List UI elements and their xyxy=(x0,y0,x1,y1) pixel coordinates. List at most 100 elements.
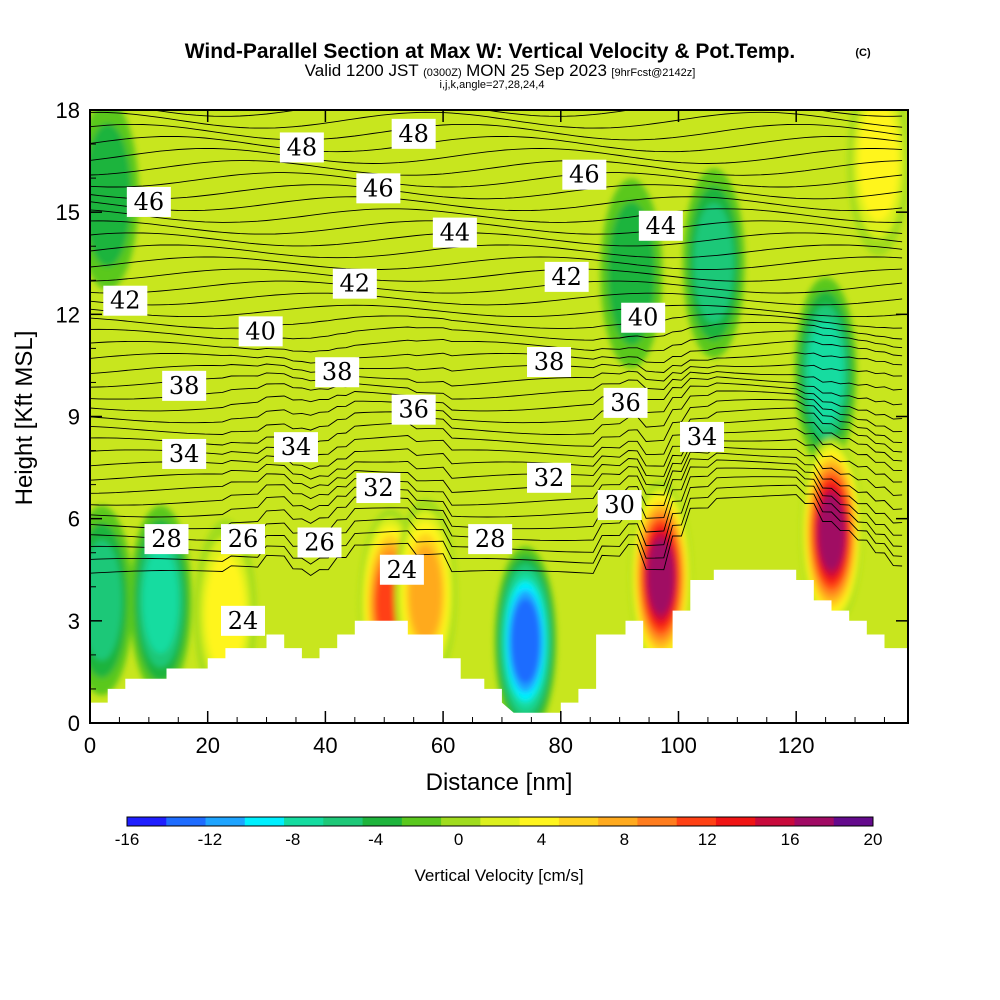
theta-contour-line xyxy=(90,428,903,481)
theta-contour-line xyxy=(90,390,903,435)
theta-contour-line xyxy=(90,446,903,506)
theta-contour-line xyxy=(90,172,903,188)
theta-contour-label: 24 xyxy=(221,605,266,636)
theta-contour-label: 32 xyxy=(527,462,572,493)
svg-text:34: 34 xyxy=(169,440,200,468)
theta-contour-line xyxy=(90,292,903,306)
svg-text:42: 42 xyxy=(340,270,371,298)
colorbar-tick-label: 8 xyxy=(620,830,629,849)
theta-contour-line xyxy=(90,244,903,259)
colorbar-tick-label: 16 xyxy=(781,830,800,849)
svg-text:32: 32 xyxy=(534,464,565,492)
theta-contour-label: 38 xyxy=(527,347,572,378)
colorbar-tick-label: -16 xyxy=(115,830,140,849)
theta-contour-line xyxy=(90,371,903,400)
svg-text:30: 30 xyxy=(604,491,635,519)
theta-contour-label: 32 xyxy=(356,473,401,504)
x-tick-label: 40 xyxy=(313,733,337,758)
svg-text:26: 26 xyxy=(228,525,259,553)
theta-contour-line xyxy=(90,439,903,494)
theta-contour-line xyxy=(90,363,903,388)
theta-contour-line xyxy=(90,268,903,282)
colorbar-tick-label: -8 xyxy=(285,830,300,849)
theta-contour-line xyxy=(90,417,903,470)
svg-text:40: 40 xyxy=(628,304,659,332)
theta-contour-label: 48 xyxy=(391,118,436,149)
theta-contour-label: 42 xyxy=(332,268,377,299)
colorbar: -16 -12 -8 -4 0 4 8 12 16 20 xyxy=(115,816,883,849)
svg-text:36: 36 xyxy=(398,396,429,424)
x-tick-label: 60 xyxy=(431,733,455,758)
colorbar-swatch xyxy=(166,817,207,826)
theta-contour-line xyxy=(90,220,903,235)
svg-text:46: 46 xyxy=(363,174,394,202)
svg-text:28: 28 xyxy=(151,525,182,553)
theta-contour-label: 26 xyxy=(221,524,266,555)
chart-subtitle: Valid 1200 JST (0300Z) MON 25 Sep 2023 [… xyxy=(305,61,696,80)
svg-text:46: 46 xyxy=(134,188,165,216)
y-tick-label: 6 xyxy=(68,507,80,532)
colorbar-swatch xyxy=(598,817,638,826)
theta-contour-line xyxy=(90,313,903,329)
velocity-feature xyxy=(794,277,857,468)
theta-contour-line xyxy=(90,399,903,447)
theta-contour-label: 38 xyxy=(162,370,207,401)
colorbar-tick-label: 12 xyxy=(698,830,717,849)
theta-contour-label: 44 xyxy=(432,217,477,248)
svg-text:44: 44 xyxy=(646,212,677,240)
theta-contour-label: 38 xyxy=(315,357,360,388)
svg-text:34: 34 xyxy=(687,423,718,451)
svg-text:38: 38 xyxy=(169,372,200,400)
colorbar-swatch xyxy=(323,817,364,826)
svg-text:46: 46 xyxy=(569,161,600,189)
svg-text:32: 32 xyxy=(363,474,394,502)
theta-contour-label: 42 xyxy=(544,261,589,292)
x-tick-label: 0 xyxy=(84,733,96,758)
colorbar-swatch xyxy=(519,817,560,826)
theta-contour-label: 24 xyxy=(379,554,424,585)
x-tick-label: 120 xyxy=(778,733,815,758)
theta-contour-label: 42 xyxy=(103,285,148,316)
velocity-feature xyxy=(90,505,133,696)
colorbar-swatch xyxy=(676,817,717,826)
y-tick-label: 3 xyxy=(68,609,80,634)
theta-contour-line xyxy=(90,148,903,164)
svg-text:36: 36 xyxy=(610,389,641,417)
theta-contour-line xyxy=(90,208,903,223)
velocity-feature xyxy=(600,178,663,369)
colorbar-tick-label: 20 xyxy=(864,830,883,849)
theta-contour-line xyxy=(90,340,903,364)
svg-text:48: 48 xyxy=(287,133,318,161)
colorbar-swatch xyxy=(794,817,835,826)
colorbar-swatch xyxy=(244,817,285,826)
theta-contour-line xyxy=(90,407,903,459)
colorbar-swatch xyxy=(558,817,599,826)
theta-contour-label: 34 xyxy=(162,438,207,469)
theta-contour-line xyxy=(90,232,903,247)
svg-text:24: 24 xyxy=(387,556,418,584)
colorbar-swatch xyxy=(362,817,403,826)
svg-text:34: 34 xyxy=(281,433,312,461)
theta-contour-line xyxy=(90,376,903,412)
svg-text:44: 44 xyxy=(440,219,471,247)
svg-text:28: 28 xyxy=(475,525,506,553)
y-tick-label: 18 xyxy=(56,98,80,123)
svg-text:42: 42 xyxy=(551,263,582,291)
theta-contour-label: 46 xyxy=(126,186,171,217)
potential-temperature-contours xyxy=(90,110,903,577)
svg-text:26: 26 xyxy=(304,529,335,557)
chart-title: Wind-Parallel Section at Max W: Vertical… xyxy=(185,40,796,63)
colorbar-swatch xyxy=(205,817,246,826)
theta-contour-line xyxy=(90,304,903,318)
colorbar-swatch xyxy=(637,817,678,826)
y-axis-title: Height [Kft MSL] xyxy=(11,331,38,506)
colorbar-tick-label: 4 xyxy=(537,830,546,849)
terrain-mask xyxy=(90,569,908,723)
x-tick-label: 100 xyxy=(660,733,697,758)
chart-subtitle-indices: i,j,k,angle=27,28,24,4 xyxy=(440,79,545,91)
colorbar-swatch xyxy=(480,817,521,826)
